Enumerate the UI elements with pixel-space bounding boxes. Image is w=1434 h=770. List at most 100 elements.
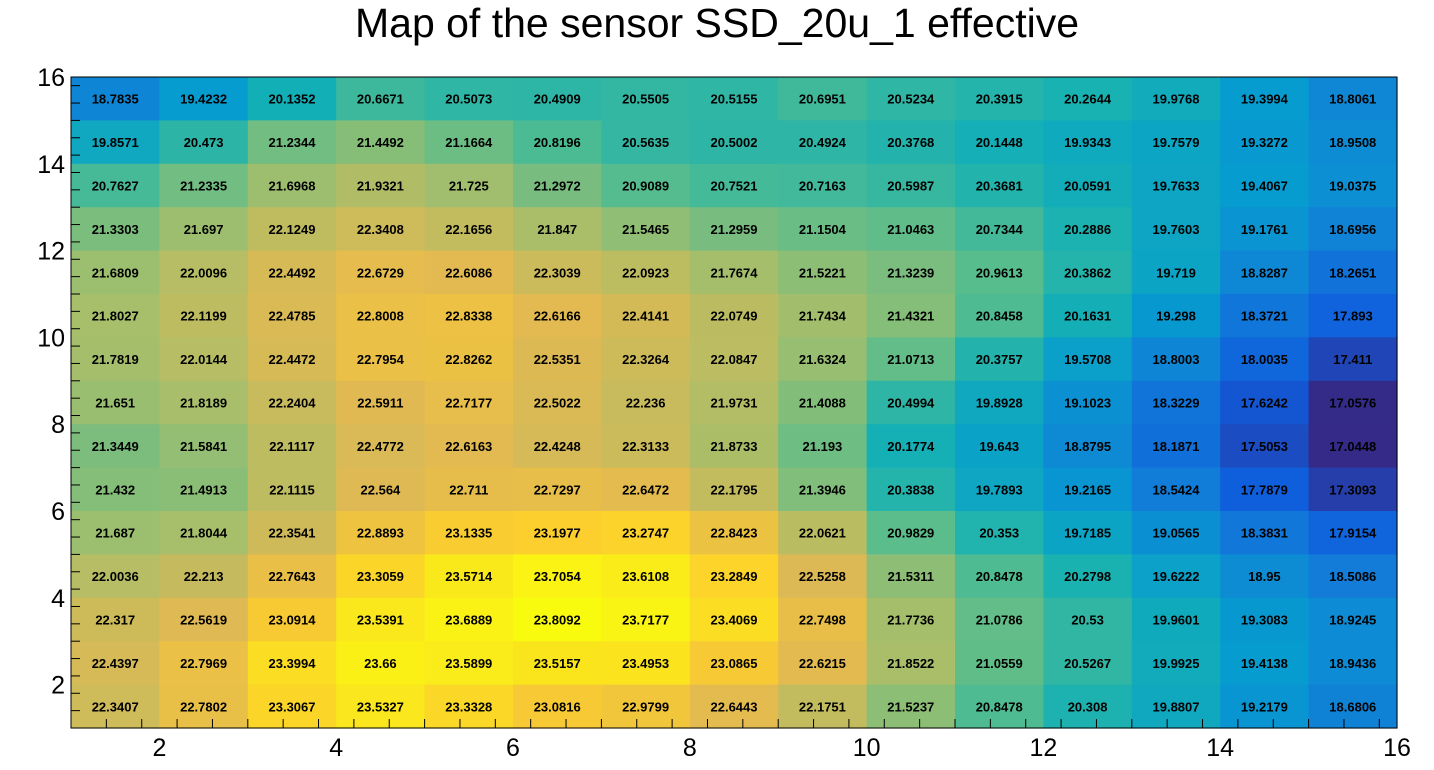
heatmap-cell — [1043, 424, 1133, 469]
cell-value-label: 20.8196 — [534, 135, 581, 150]
cell-value-label: 18.5424 — [1153, 482, 1201, 497]
heatmap-cell — [1043, 380, 1133, 425]
cell-value-label: 21.697 — [184, 222, 224, 237]
cell-value-label: 19.3994 — [1241, 92, 1289, 107]
cell-value-label: 22.6729 — [357, 265, 404, 280]
cell-value-label: 22.4248 — [534, 439, 581, 454]
cell-value-label: 19.7579 — [1153, 135, 1200, 150]
heatmap-cell — [159, 641, 249, 686]
heatmap-cell — [955, 511, 1044, 555]
cell-value-label: 21.0786 — [976, 613, 1023, 628]
heatmap-cell — [866, 250, 956, 295]
heatmap-cell — [247, 597, 337, 642]
cell-value-labels: 18.7835 19.4232 20.1352 20.6671 20.5073 20.49… — [92, 92, 1377, 715]
cell-value-label: 21.4321 — [887, 309, 934, 324]
y-tick-label: 16 — [37, 64, 65, 92]
heatmap-cell — [159, 337, 249, 382]
heatmap-cell — [601, 597, 691, 642]
heatmap-cell — [955, 250, 1044, 295]
heatmap-cell — [601, 250, 691, 295]
heatmap-cell — [71, 511, 160, 555]
x-tick-label: 6 — [506, 734, 520, 762]
cell-value-label: 21.725 — [449, 179, 489, 194]
cell-value-label: 18.7835 — [92, 92, 139, 107]
heatmap-cell — [71, 554, 160, 599]
cell-value-label: 21.3449 — [92, 439, 139, 454]
heatmap-cell — [778, 424, 868, 469]
heatmap-cell — [778, 207, 868, 252]
cell-value-label: 23.7177 — [622, 613, 669, 628]
heatmap-cell — [601, 467, 691, 512]
heatmap-cell — [513, 511, 602, 555]
heatmap-cell — [1131, 424, 1221, 469]
cell-value-label: 23.2747 — [622, 526, 669, 541]
heatmap-cell — [71, 163, 160, 208]
cell-value-label: 21.7674 — [711, 265, 759, 280]
heatmap-cell — [689, 511, 779, 555]
cell-value-label: 18.1871 — [1153, 439, 1200, 454]
cell-value-label: 22.317 — [95, 613, 135, 628]
cell-value-label: 22.7643 — [269, 569, 316, 584]
heatmap-cell — [1043, 467, 1133, 512]
cell-value-label: 18.6806 — [1329, 699, 1376, 714]
heatmap-cell — [1131, 554, 1221, 599]
cell-value-label: 21.7736 — [887, 613, 934, 628]
heatmap-cell — [778, 337, 868, 382]
cell-value-label: 22.7297 — [534, 482, 581, 497]
cell-value-label: 21.6809 — [92, 265, 139, 280]
cell-value-label: 17.0576 — [1329, 396, 1376, 411]
heatmap-cell — [1220, 467, 1310, 512]
cell-value-label: 18.8287 — [1241, 265, 1288, 280]
heatmap-cell — [955, 77, 1044, 121]
cell-value-label: 20.7344 — [976, 222, 1024, 237]
cell-value-label: 19.8807 — [1153, 699, 1200, 714]
cell-value-label: 18.8061 — [1329, 92, 1376, 107]
cell-value-label: 23.0914 — [269, 613, 317, 628]
cell-value-label: 18.95 — [1248, 569, 1281, 584]
heatmap-cell — [247, 77, 337, 121]
heatmap-cell — [866, 77, 956, 121]
heatmap-cell — [247, 467, 337, 512]
x-tick-label: 8 — [683, 734, 697, 762]
heatmap-cell — [689, 120, 779, 165]
cell-value-label: 20.0591 — [1064, 179, 1111, 194]
heatmap-cell — [1308, 207, 1398, 252]
cell-value-label: 20.4994 — [887, 396, 935, 411]
heatmap-cell — [866, 597, 956, 642]
heatmap-cell — [424, 294, 514, 338]
heatmap-cell — [424, 554, 514, 599]
cell-value-label: 19.9768 — [1153, 92, 1200, 107]
cell-value-label: 19.4232 — [180, 92, 227, 107]
cell-value-label: 22.0621 — [799, 526, 846, 541]
heatmap-cell — [1131, 380, 1221, 425]
heatmap-cell — [159, 597, 249, 642]
heatmap-cell — [955, 380, 1044, 425]
cell-value-label: 20.5505 — [622, 92, 669, 107]
heatmap-cell — [159, 380, 249, 425]
heatmap-cell — [1220, 77, 1310, 121]
heatmap-cell — [159, 120, 249, 165]
cell-value-label: 20.7163 — [799, 179, 846, 194]
heatmap-cell — [1043, 163, 1133, 208]
heatmap-cell — [336, 554, 426, 599]
heatmap-cell — [336, 641, 426, 686]
cell-value-label: 20.5155 — [711, 92, 758, 107]
heatmap-cell — [247, 684, 337, 729]
cell-value-label: 21.1504 — [799, 222, 847, 237]
cell-value-label: 22.6166 — [534, 309, 581, 324]
heatmap-cell — [336, 250, 426, 295]
heatmap-cell — [513, 163, 602, 208]
heatmap-cell — [247, 207, 337, 252]
cell-value-label: 21.8027 — [92, 309, 139, 324]
cell-value-label: 19.8571 — [92, 135, 139, 150]
cell-value-label: 17.7879 — [1241, 482, 1288, 497]
cell-value-label: 19.9925 — [1153, 656, 1200, 671]
axes: 2 4 6 8 10 12 14 16 2 4 6 8 10 12 14 16 — [37, 64, 1411, 762]
cell-value-label: 20.2886 — [1064, 222, 1111, 237]
heatmap-cell — [689, 684, 779, 729]
cell-value-label: 23.4953 — [622, 656, 669, 671]
heatmap-cell — [1131, 511, 1221, 555]
cell-value-label: 20.3768 — [887, 135, 934, 150]
cell-value-label: 20.9829 — [887, 526, 934, 541]
heatmap-cell — [1220, 380, 1310, 425]
